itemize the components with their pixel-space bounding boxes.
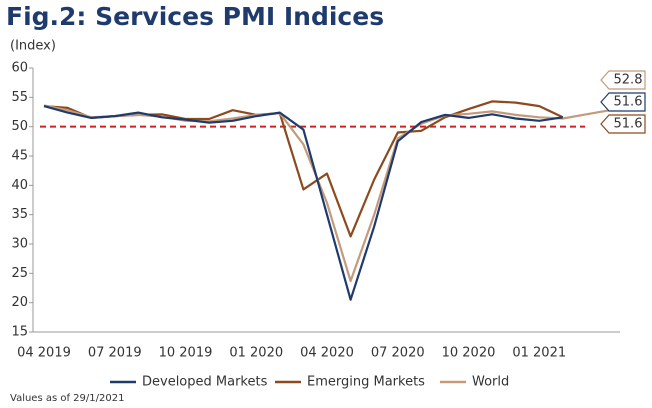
x-tick-label: 04 2020 [300,346,354,361]
y-tick-label: 40 [11,178,28,193]
legend-label: Emerging Markets [307,375,425,390]
end-label: 51.6 [614,95,643,110]
legend-label: Developed Markets [142,375,268,390]
y-tick-label: 45 [11,149,28,164]
end-label: 52.8 [614,73,643,88]
x-tick-label: 07 2019 [88,346,142,361]
y-tick-label: 50 [11,119,28,134]
footnote: Values as of 29/1/2021 [10,393,124,404]
x-tick-label: 04 2019 [17,346,71,361]
x-tick-label: 01 2021 [512,346,566,361]
end-label-box [600,92,646,112]
y-tick-label: 15 [11,325,28,340]
y-tick-label: 60 [11,61,28,76]
x-tick-label: 10 2020 [442,346,496,361]
chart-title: Fig.2: Services PMI Indices [6,2,384,31]
x-tick-label: 07 2020 [371,346,425,361]
end-label-box [600,70,646,90]
y-tick-label: 55 [11,90,28,105]
y-tick-label: 20 [11,295,28,310]
y-tick-label: 25 [11,266,28,281]
x-tick-label: 10 2019 [159,346,213,361]
series-line [43,100,564,238]
series-line [43,105,563,301]
y-axis-label: (Index) [10,39,56,54]
y-tick-label: 30 [11,237,28,252]
y-tick-label: 35 [11,207,28,222]
x-tick-label: 01 2020 [229,346,283,361]
end-label: 51.6 [614,117,643,132]
end-label-box [600,114,646,134]
legend-label: World [472,375,509,390]
series-line [43,104,611,283]
